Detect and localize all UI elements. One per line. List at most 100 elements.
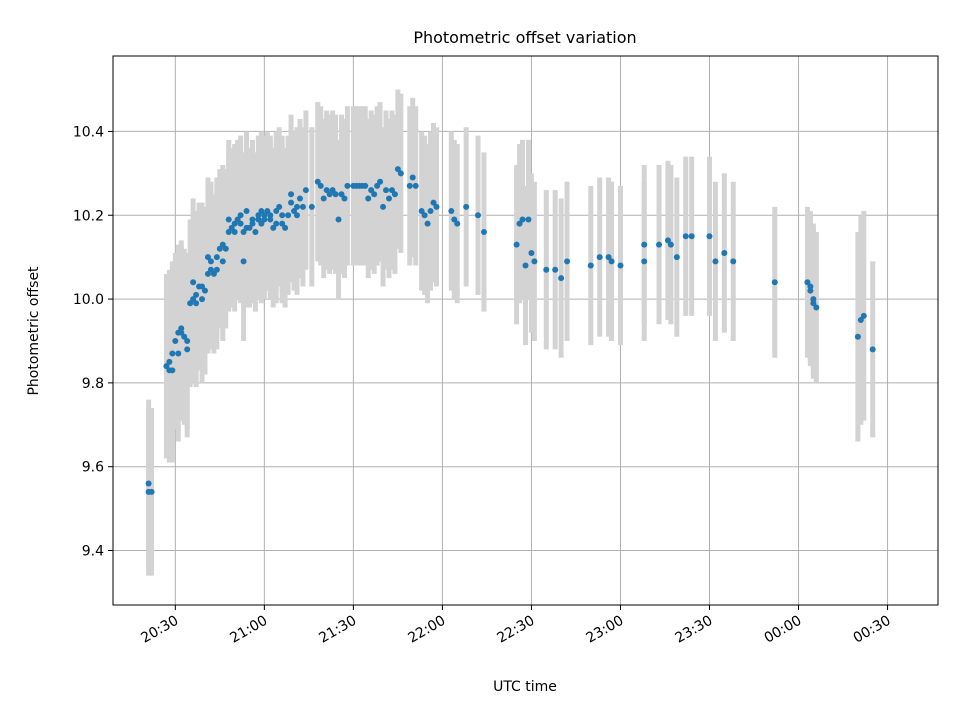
data-point: [427, 208, 434, 215]
data-point: [368, 187, 375, 194]
data-point: [771, 279, 778, 286]
data-point: [207, 266, 214, 273]
data-point: [617, 262, 624, 269]
data-point: [371, 191, 378, 198]
data-point: [252, 229, 259, 236]
data-point: [688, 233, 695, 240]
data-point: [564, 258, 571, 265]
data-point: [193, 291, 200, 298]
data-point: [418, 208, 425, 215]
data-point: [169, 367, 176, 374]
data-point: [516, 220, 523, 227]
data-point: [813, 304, 820, 311]
data-point: [421, 212, 428, 219]
data-point: [448, 208, 455, 215]
data-point: [237, 212, 244, 219]
data-points: [145, 166, 876, 495]
data-point: [169, 350, 176, 357]
data-point: [285, 212, 292, 219]
data-point: [293, 212, 300, 219]
data-point: [463, 203, 470, 210]
x-tick-label: 00:00: [762, 613, 805, 647]
data-point: [308, 203, 315, 210]
data-point: [317, 182, 324, 189]
data-point: [528, 249, 535, 256]
x-tick-label: 21:30: [316, 613, 359, 647]
data-point: [302, 187, 309, 194]
data-point: [273, 220, 280, 227]
data-point: [706, 233, 713, 240]
data-point: [210, 270, 217, 277]
data-point: [531, 258, 538, 265]
data-point: [199, 283, 206, 290]
data-point: [323, 187, 330, 194]
data-point: [184, 346, 191, 353]
data-point: [184, 337, 191, 344]
data-point: [329, 187, 336, 194]
data-point: [231, 229, 238, 236]
data-point: [261, 216, 268, 223]
data-point: [255, 216, 262, 223]
data-point: [204, 270, 211, 277]
data-point: [383, 187, 390, 194]
data-point: [365, 195, 372, 202]
data-point: [270, 224, 277, 231]
data-point: [178, 329, 185, 336]
data-point: [860, 312, 867, 319]
data-point: [391, 191, 398, 198]
data-point: [341, 195, 348, 202]
data-point: [314, 178, 321, 185]
data-point: [213, 266, 220, 273]
data-point: [276, 203, 283, 210]
x-tick-label: 23:00: [584, 613, 627, 647]
data-point: [181, 333, 188, 340]
data-point: [480, 229, 487, 236]
data-point: [219, 241, 226, 248]
data-point: [587, 262, 594, 269]
data-point: [201, 287, 208, 294]
data-point: [667, 241, 674, 248]
y-tick-label: 10.4: [73, 124, 104, 140]
data-point: [335, 216, 342, 223]
data-point: [279, 220, 286, 227]
data-point: [219, 258, 226, 265]
data-point: [332, 191, 339, 198]
data-point: [608, 258, 615, 265]
data-point: [261, 212, 268, 219]
data-point: [178, 325, 185, 332]
data-point: [282, 224, 289, 231]
data-point: [166, 358, 173, 365]
data-point: [291, 208, 298, 215]
data-point: [810, 300, 817, 307]
data-point: [190, 279, 197, 286]
data-point: [525, 216, 532, 223]
data-point: [267, 216, 274, 223]
data-point: [454, 220, 461, 227]
data-point: [804, 279, 811, 286]
y-tick-label: 9.6: [82, 460, 104, 476]
data-point: [412, 182, 419, 189]
data-point: [344, 182, 351, 189]
data-point: [513, 241, 520, 248]
data-point: [225, 216, 232, 223]
data-point: [264, 208, 271, 215]
data-point: [394, 166, 401, 173]
data-point: [216, 245, 223, 252]
data-point: [175, 350, 182, 357]
data-point: [187, 300, 194, 307]
data-point: [641, 258, 648, 265]
data-point: [519, 216, 526, 223]
data-point: [397, 170, 404, 177]
x-tick-label: 22:30: [494, 613, 537, 647]
data-point: [475, 212, 482, 219]
y-axis-label: Photometric offset: [26, 266, 42, 396]
data-point: [605, 254, 612, 261]
data-point: [385, 195, 392, 202]
data-point: [374, 182, 381, 189]
data-point: [190, 296, 197, 303]
y-tick-label: 10.0: [73, 292, 104, 308]
data-point: [213, 254, 220, 261]
data-point: [293, 203, 300, 210]
data-point: [148, 488, 155, 495]
